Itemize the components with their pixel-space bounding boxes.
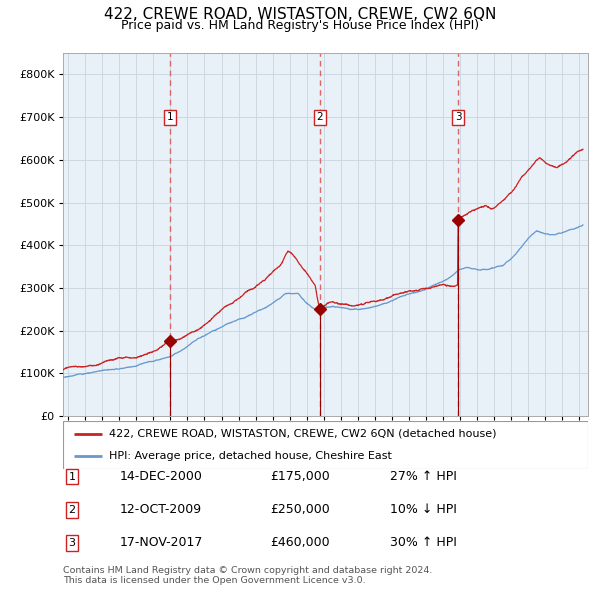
Text: £250,000: £250,000 <box>270 503 330 516</box>
Text: Contains HM Land Registry data © Crown copyright and database right 2024.
This d: Contains HM Land Registry data © Crown c… <box>63 566 433 585</box>
Text: Price paid vs. HM Land Registry's House Price Index (HPI): Price paid vs. HM Land Registry's House … <box>121 19 479 32</box>
Text: 10% ↓ HPI: 10% ↓ HPI <box>390 503 457 516</box>
Text: 30% ↑ HPI: 30% ↑ HPI <box>390 536 457 549</box>
Text: 27% ↑ HPI: 27% ↑ HPI <box>390 470 457 483</box>
Text: £175,000: £175,000 <box>270 470 330 483</box>
Text: HPI: Average price, detached house, Cheshire East: HPI: Average price, detached house, Ches… <box>109 451 392 461</box>
Text: 1: 1 <box>68 472 76 481</box>
Text: 2: 2 <box>68 505 76 514</box>
Text: 2: 2 <box>317 112 323 122</box>
Text: 422, CREWE ROAD, WISTASTON, CREWE, CW2 6QN (detached house): 422, CREWE ROAD, WISTASTON, CREWE, CW2 6… <box>109 429 497 439</box>
Text: 14-DEC-2000: 14-DEC-2000 <box>120 470 203 483</box>
Text: 17-NOV-2017: 17-NOV-2017 <box>120 536 203 549</box>
Text: 3: 3 <box>68 538 76 548</box>
Text: 12-OCT-2009: 12-OCT-2009 <box>120 503 202 516</box>
Text: £460,000: £460,000 <box>270 536 329 549</box>
Text: 422, CREWE ROAD, WISTASTON, CREWE, CW2 6QN: 422, CREWE ROAD, WISTASTON, CREWE, CW2 6… <box>104 7 496 22</box>
Text: 1: 1 <box>166 112 173 122</box>
Text: 3: 3 <box>455 112 461 122</box>
